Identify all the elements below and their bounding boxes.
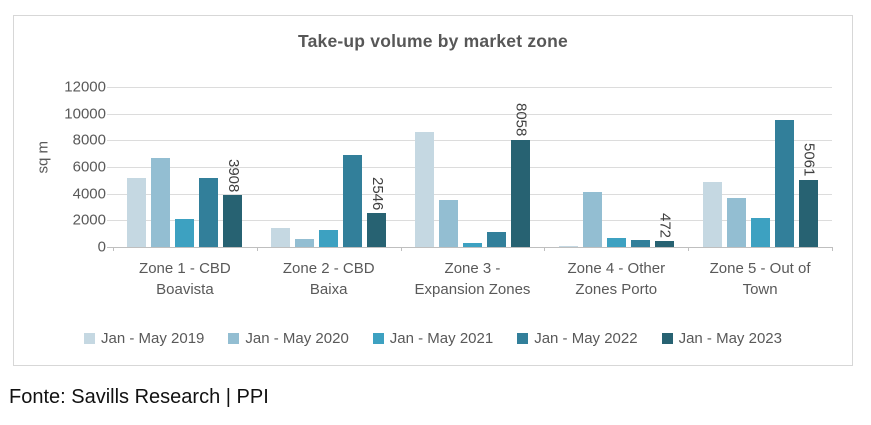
legend-label: Jan - May 2020 [245, 330, 349, 347]
x-category-label: Zone 1 - CBD Boavista [139, 260, 231, 298]
x-axis-tick-mark [544, 247, 546, 251]
x-axis-tick-mark [688, 247, 690, 251]
y-tick-label: 2000 [72, 211, 106, 229]
gridline [107, 113, 832, 115]
bar [774, 120, 794, 247]
legend-item: Jan - May 2020 [228, 330, 349, 347]
legend-swatch-icon [228, 333, 240, 344]
x-category-label: Zone 5 - Out of Town [709, 260, 811, 298]
bar [295, 239, 315, 247]
legend-item: Jan - May 2021 [372, 330, 494, 347]
legend-label: Jan - May 2022 [534, 330, 638, 347]
gridline [107, 87, 832, 88]
bar-group: 8058 [401, 87, 545, 247]
x-category-label: Zone 4 - Other Zones Porto [567, 260, 666, 298]
bar [343, 155, 363, 247]
bar [558, 245, 578, 247]
x-axis-tick-mark [832, 247, 833, 251]
chart-container: Take-up volume by market zone sq m 0 2000… [13, 15, 853, 366]
bar [486, 231, 506, 247]
bar-series-groups: 3908 2546 8058 472 5061 [113, 87, 832, 247]
y-tick-label: 10000 [64, 105, 106, 123]
legend-swatch-icon [372, 333, 384, 344]
chart-legend: Jan - May 2019 Jan - May 2020 Jan - May 20… [14, 330, 852, 347]
bar [271, 227, 291, 247]
legend-swatch-icon [661, 333, 673, 344]
bar [414, 132, 434, 247]
legend-label: Jan - May 2023 [678, 330, 782, 347]
bar [606, 237, 626, 247]
x-axis-line [107, 247, 832, 248]
x-axis-category-labels: Zone 1 - CBD Boavista Zone 2 - CBD Baixa Z… [113, 258, 832, 300]
legend-swatch-icon [84, 333, 96, 344]
bar-data-label: 2546 [368, 176, 386, 211]
bar [582, 191, 602, 247]
bar [726, 197, 746, 247]
legend-item: Jan - May 2019 [84, 330, 204, 347]
bar: 5061 [798, 143, 818, 247]
bar [702, 182, 722, 247]
y-tick-label: 8000 [72, 131, 106, 149]
legend-item: Jan - May 2022 [517, 330, 638, 347]
y-axis-tick-labels: 0 2000 4000 6000 8000 10000 12000 [14, 79, 106, 256]
bar-group: 2546 [257, 87, 401, 247]
bar-data-label: 3908 [225, 158, 243, 192]
x-axis-tick-mark [256, 247, 258, 251]
bar-data-label: 8058 [512, 103, 530, 137]
legend-label: Jan - May 2021 [389, 330, 494, 347]
gridline [107, 140, 832, 142]
bar [319, 229, 339, 247]
bar-data-label: 5061 [800, 143, 818, 177]
gridline [107, 167, 832, 168]
bar-group: 3908 [113, 87, 257, 247]
bar-group: 5061 [688, 87, 832, 247]
x-axis-tick-mark [400, 247, 402, 251]
y-tick-label: 0 [97, 238, 106, 256]
y-tick-label: 12000 [64, 78, 106, 96]
plot-area: 3908 2546 8058 472 5061 [107, 87, 833, 251]
legend-label: Jan - May 2019 [101, 330, 205, 347]
bar [630, 240, 650, 247]
x-category-label: Zone 3 - Expansion Zones [414, 260, 531, 298]
gridline [107, 193, 832, 195]
source-attribution: Fonte: Savills Research | PPI [9, 386, 269, 408]
bar: 3908 [223, 159, 243, 247]
chart-title: Take-up volume by market zone [298, 31, 568, 51]
bar [127, 177, 147, 247]
bar [438, 200, 458, 247]
y-tick-label: 6000 [72, 158, 106, 176]
bar-data-label: 472 [656, 212, 674, 238]
gridline [107, 220, 832, 222]
bar: 2546 [367, 177, 387, 247]
bar [462, 243, 482, 247]
bar [199, 177, 219, 247]
bar [750, 218, 770, 247]
bar-group: 472 [544, 87, 688, 247]
bar [151, 157, 171, 247]
y-tick-label: 4000 [72, 185, 106, 203]
legend-item: Jan - May 2023 [661, 330, 782, 347]
bar: 472 [654, 213, 674, 247]
x-axis-tick-mark [113, 247, 114, 251]
bar: 8058 [510, 103, 530, 247]
legend-swatch-icon [517, 333, 529, 344]
x-category-label: Zone 2 - CBD Baixa [282, 260, 375, 298]
bar [175, 219, 195, 247]
